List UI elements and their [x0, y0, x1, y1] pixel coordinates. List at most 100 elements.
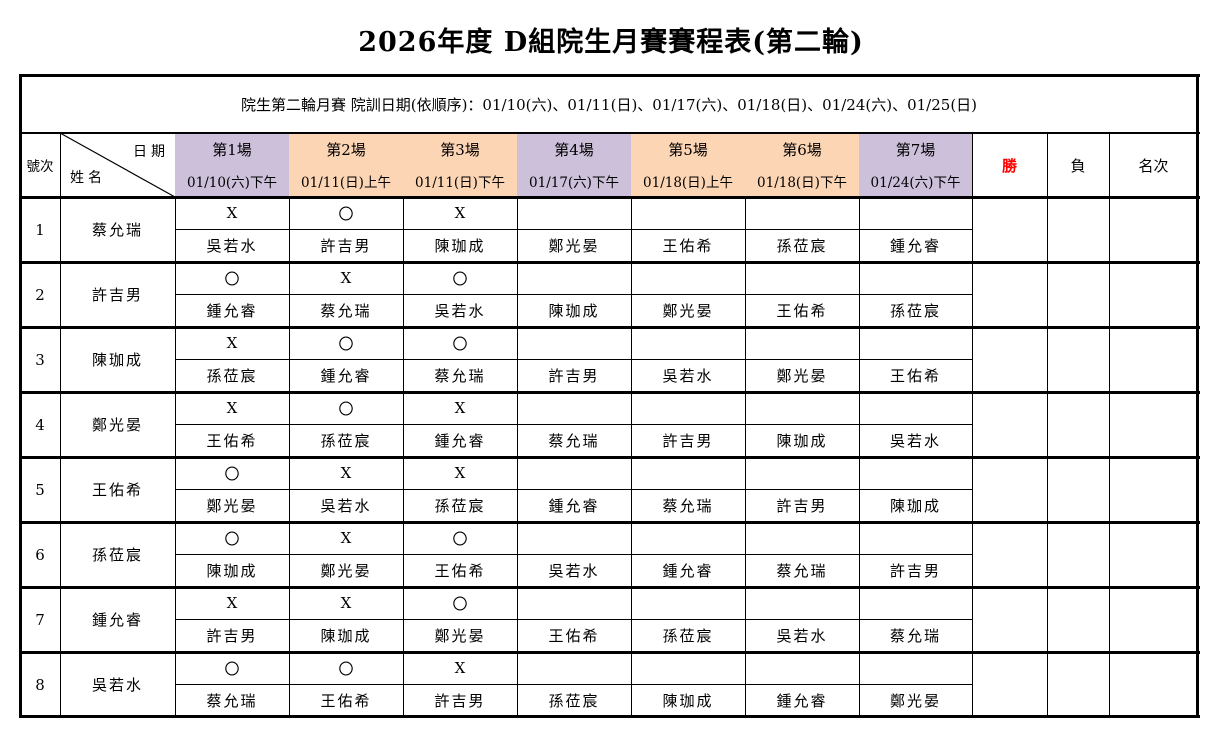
- match-opponent-text: 陳珈成: [548, 302, 600, 320]
- match-opponent: 許吉男: [403, 684, 518, 718]
- match-opponent: 許吉男: [175, 619, 290, 653]
- match-opponent-text: 鍾允睿: [320, 367, 372, 385]
- player-no: 1: [20, 197, 61, 263]
- match-opponent: 陳珈成: [745, 424, 860, 458]
- match-opponent: 鍾允睿: [517, 489, 632, 523]
- match-result: [631, 652, 746, 685]
- match-opponent: 王佑希: [175, 424, 290, 458]
- player-name: 蔡允瑞: [60, 197, 176, 263]
- match-opponent: 鄭光晏: [517, 229, 632, 263]
- match-result-text: X: [454, 204, 466, 222]
- header-wins-text: 勝: [1001, 156, 1017, 175]
- match-opponent-text: 蔡允瑞: [662, 497, 714, 515]
- match-result: [631, 197, 746, 230]
- losses-cell: [1047, 522, 1110, 588]
- match-opponent-text: 陳珈成: [776, 432, 828, 450]
- match-opponent: 鄭光晏: [175, 489, 290, 523]
- match-result: [631, 587, 746, 620]
- player-name-text: 陳珈成: [91, 351, 143, 369]
- match-result: [859, 262, 973, 295]
- match-opponent-text: 許吉男: [548, 367, 600, 385]
- border-bottom: [20, 715, 1200, 718]
- match-result-text: X: [226, 399, 238, 417]
- match-header-4: 第4場: [517, 133, 632, 166]
- match-opponent-text: 陳珈成: [889, 497, 941, 515]
- match-opponent: 王佑希: [859, 359, 973, 393]
- match-result: 〇: [289, 392, 404, 425]
- match-result-text: 〇: [452, 334, 468, 353]
- losses-cell: [1047, 587, 1110, 653]
- match-opponent: 鍾允睿: [289, 359, 404, 393]
- match-header-2-text: 第2場: [326, 140, 366, 159]
- match-opponent: 許吉男: [859, 554, 973, 588]
- match-opponent-text: 蔡允瑞: [320, 302, 372, 320]
- match-result: [517, 522, 632, 555]
- match-header-6-text: 第6場: [782, 140, 822, 159]
- match-result: [859, 587, 973, 620]
- player-name-text: 吳若水: [91, 676, 143, 694]
- player-name-text: 蔡允瑞: [91, 221, 143, 239]
- match-result: [859, 327, 973, 360]
- match-opponent: 蔡允瑞: [859, 619, 973, 653]
- match-opponent-text: 鄭光晏: [662, 302, 714, 320]
- match-result: [859, 522, 973, 555]
- header-losses: 負: [1047, 133, 1110, 198]
- match-result: [517, 392, 632, 425]
- match-opponent-text: 吳若水: [206, 237, 258, 255]
- match-result: X: [403, 392, 518, 425]
- player-no: 2: [20, 262, 61, 328]
- match-result-text: 〇: [452, 269, 468, 288]
- match-date-1: 01/10(六)下午: [175, 165, 290, 198]
- player-no: 3: [20, 327, 61, 393]
- border-top: [20, 74, 1200, 77]
- match-opponent: 陳珈成: [631, 684, 746, 718]
- match-date-5: 01/18(日)上午: [631, 165, 746, 198]
- match-opponent: 鍾允睿: [631, 554, 746, 588]
- match-opponent: 吳若水: [175, 229, 290, 263]
- match-result: [631, 522, 746, 555]
- header-no-text: 號次: [26, 159, 54, 175]
- match-date-3: 01/11(日)下午: [403, 165, 518, 198]
- match-opponent: 鍾允睿: [175, 294, 290, 328]
- match-opponent-text: 許吉男: [320, 237, 372, 255]
- row-divider: [20, 521, 1200, 524]
- match-opponent: 孫莅宸: [403, 489, 518, 523]
- player-name: 陳珈成: [60, 327, 176, 393]
- match-opponent: 蔡允瑞: [517, 424, 632, 458]
- match-opponent-text: 鄭光晏: [776, 367, 828, 385]
- match-opponent: 許吉男: [745, 489, 860, 523]
- player-name: 鍾允睿: [60, 587, 176, 653]
- match-opponent-text: 孫莅宸: [548, 692, 600, 710]
- match-opponent: 王佑希: [631, 229, 746, 263]
- player-name-text: 鄭光晏: [91, 416, 143, 434]
- match-result: [631, 262, 746, 295]
- match-header-6: 第6場: [745, 133, 860, 166]
- match-opponent: 陳珈成: [403, 229, 518, 263]
- match-header-1: 第1場: [175, 133, 290, 166]
- match-opponent: 吳若水: [745, 619, 860, 653]
- match-opponent-text: 鄭光晏: [889, 692, 941, 710]
- match-opponent-text: 孫莅宸: [889, 302, 941, 320]
- match-result-text: 〇: [452, 594, 468, 613]
- match-result: 〇: [175, 262, 290, 295]
- match-opponent: 王佑希: [289, 684, 404, 718]
- match-result: [745, 197, 860, 230]
- match-result-text: 〇: [224, 464, 240, 483]
- match-opponent-text: 陳珈成: [206, 562, 258, 580]
- rank-cell: [1109, 522, 1199, 588]
- match-result-text: 〇: [338, 399, 354, 418]
- match-result: X: [289, 522, 404, 555]
- match-result: [517, 262, 632, 295]
- match-header-3: 第3場: [403, 133, 518, 166]
- match-opponent-text: 許吉男: [776, 497, 828, 515]
- match-header-2: 第2場: [289, 133, 404, 166]
- row-divider: [20, 261, 1200, 264]
- losses-cell: [1047, 652, 1110, 718]
- header-divider: [20, 196, 1200, 199]
- match-header-1-text: 第1場: [212, 140, 252, 159]
- match-result: X: [403, 197, 518, 230]
- match-opponent-text: 王佑希: [206, 432, 258, 450]
- losses-cell: [1047, 197, 1110, 263]
- row-divider: [20, 651, 1200, 654]
- player-name: 鄭光晏: [60, 392, 176, 458]
